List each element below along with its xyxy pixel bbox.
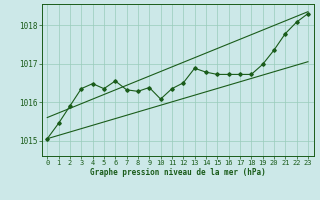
X-axis label: Graphe pression niveau de la mer (hPa): Graphe pression niveau de la mer (hPa): [90, 168, 266, 177]
